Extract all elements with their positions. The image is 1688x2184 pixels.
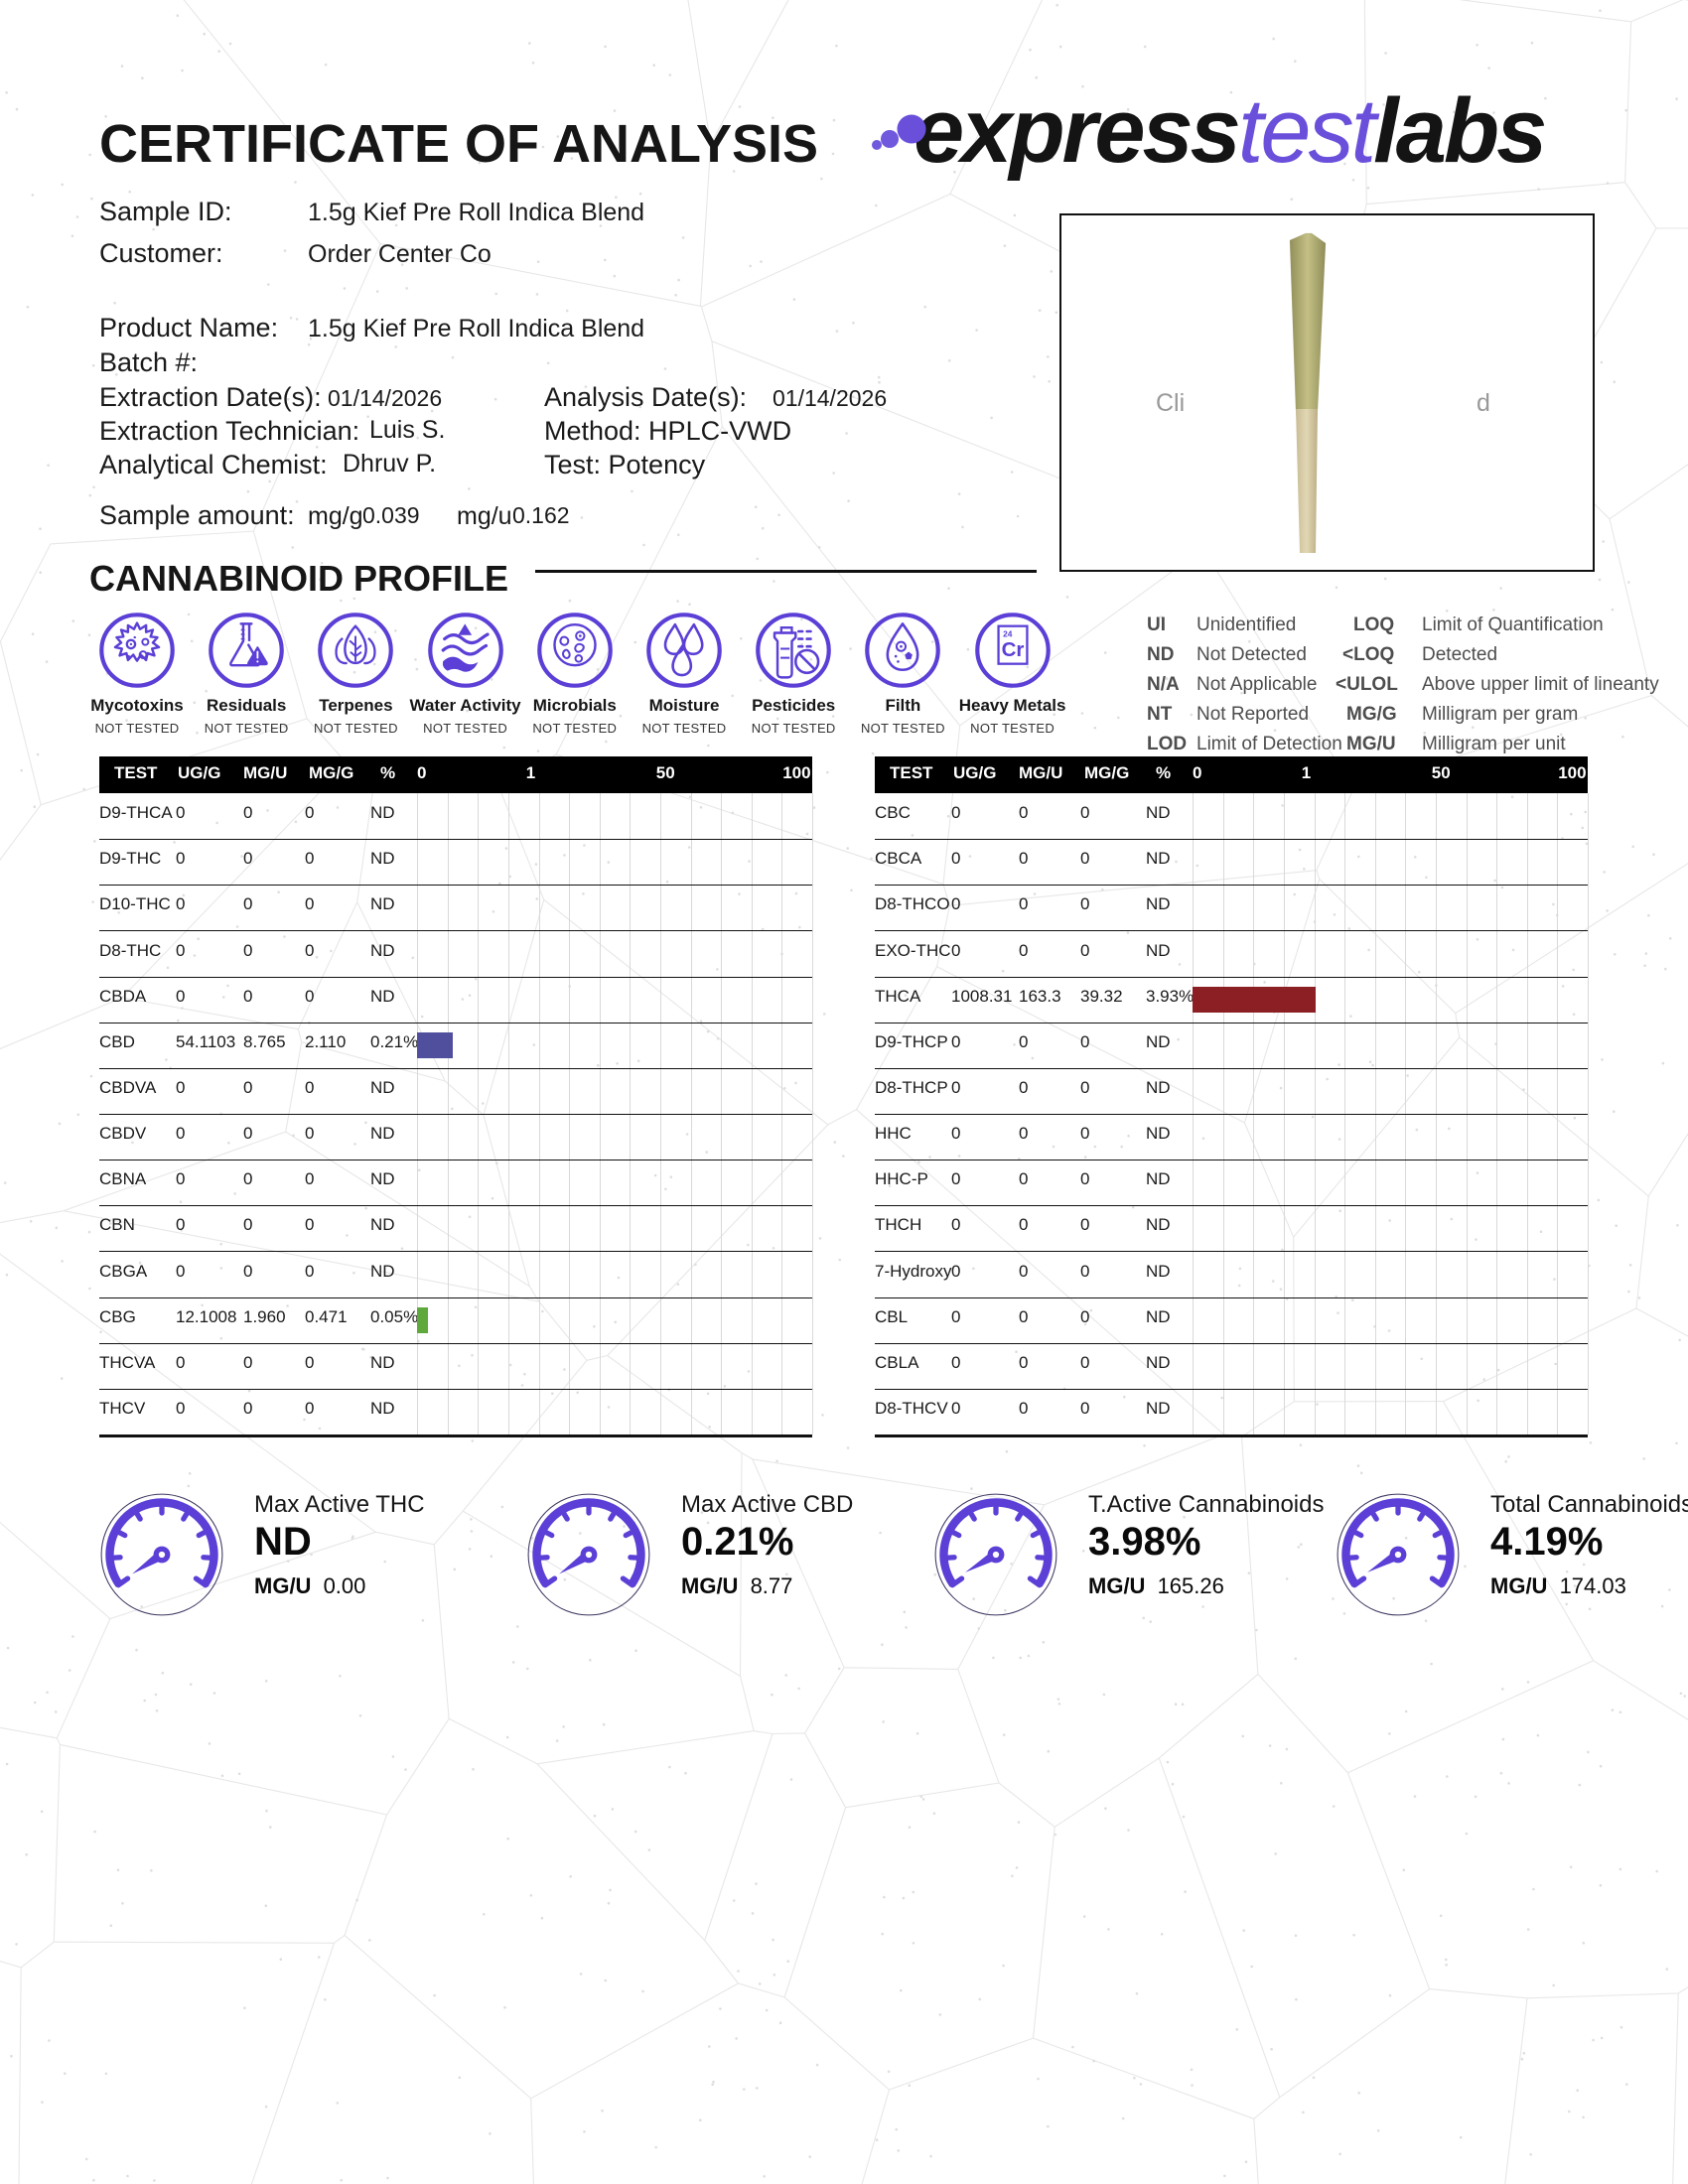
svg-text:24: 24 (1003, 628, 1013, 638)
svg-text:Cr: Cr (1001, 638, 1024, 661)
